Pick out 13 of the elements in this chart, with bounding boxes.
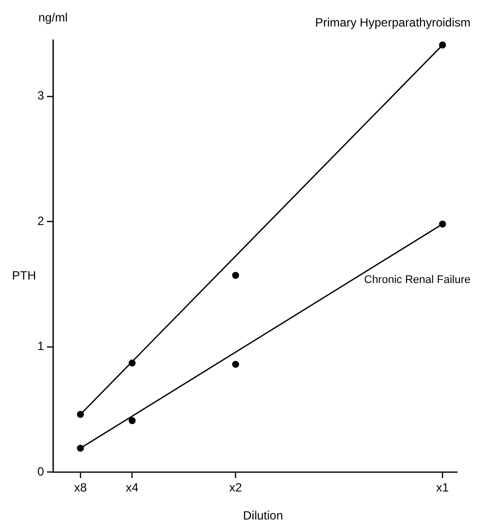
text: ng/ml [38,10,68,24]
y-tick-label: 3 [37,88,44,103]
text: Primary Hyperparathyroidism [315,15,471,30]
series-label: Chronic Renal Failure [364,274,471,286]
y-tick-label: 0 [37,464,44,478]
x-tick-label: x2 [229,480,242,495]
x-tick-label: x1 [436,480,450,495]
x-tick-label: x8 [74,480,88,495]
x-axis-title: Dilution [242,508,284,522]
x-tick-label: x4 [126,480,139,495]
y-tick-label: 1 [37,339,44,354]
y-axis-title: PTH [12,268,36,282]
y-tick-label: 2 [37,214,44,228]
